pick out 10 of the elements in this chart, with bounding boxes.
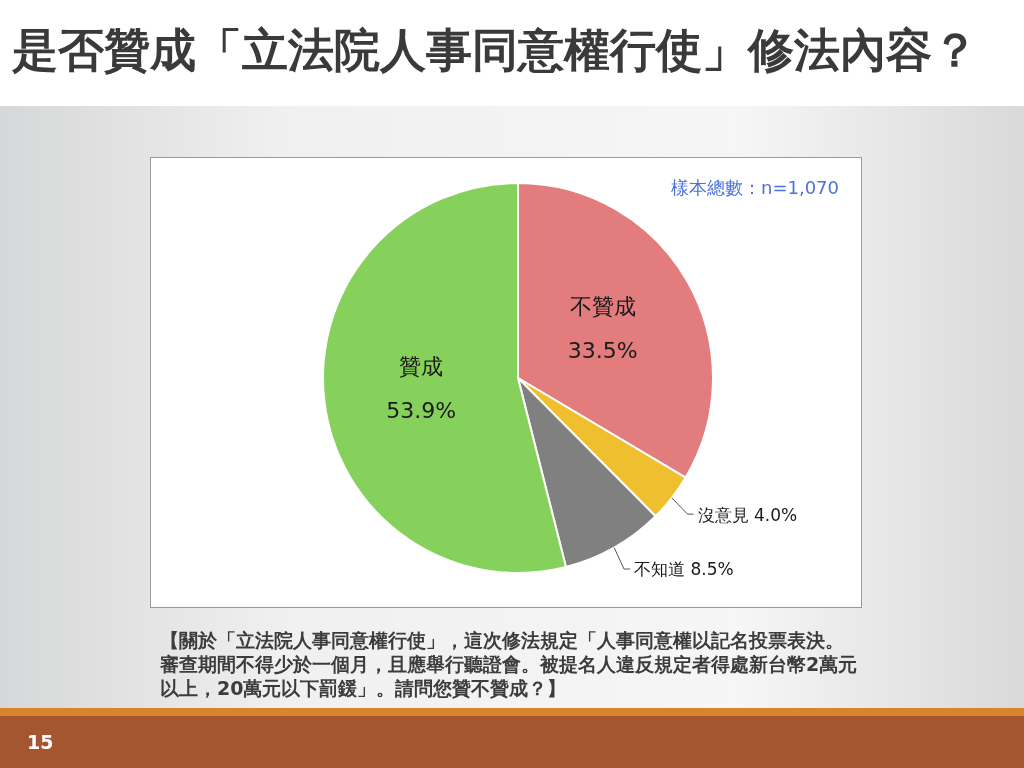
slice-label: 沒意見 4.0% xyxy=(697,504,798,525)
text: 15 xyxy=(27,730,54,754)
text: 樣本總數：n=1,070 xyxy=(670,177,839,198)
data-label: 33.5% xyxy=(567,337,638,363)
data-label: 53.9% xyxy=(386,397,457,423)
text: 【關於「立法院人事同意權行使」，這次修法規定「人事同意權以記名投票表決。審查期間不得少於一個月，且應舉行聽證會。被提名人違反規定者得處新台幣2萬元以上，20萬元以下罰鍰」。請問您贊不贊成？】 xyxy=(160,628,859,700)
chart-title: 是否贊成「立法院人事同意權行使」修法內容？ xyxy=(12,22,978,78)
slice-label: 不知道 8.5% xyxy=(634,559,734,580)
slice-label: 贊成 xyxy=(399,353,444,379)
slice-label: 不贊成 xyxy=(569,293,636,319)
